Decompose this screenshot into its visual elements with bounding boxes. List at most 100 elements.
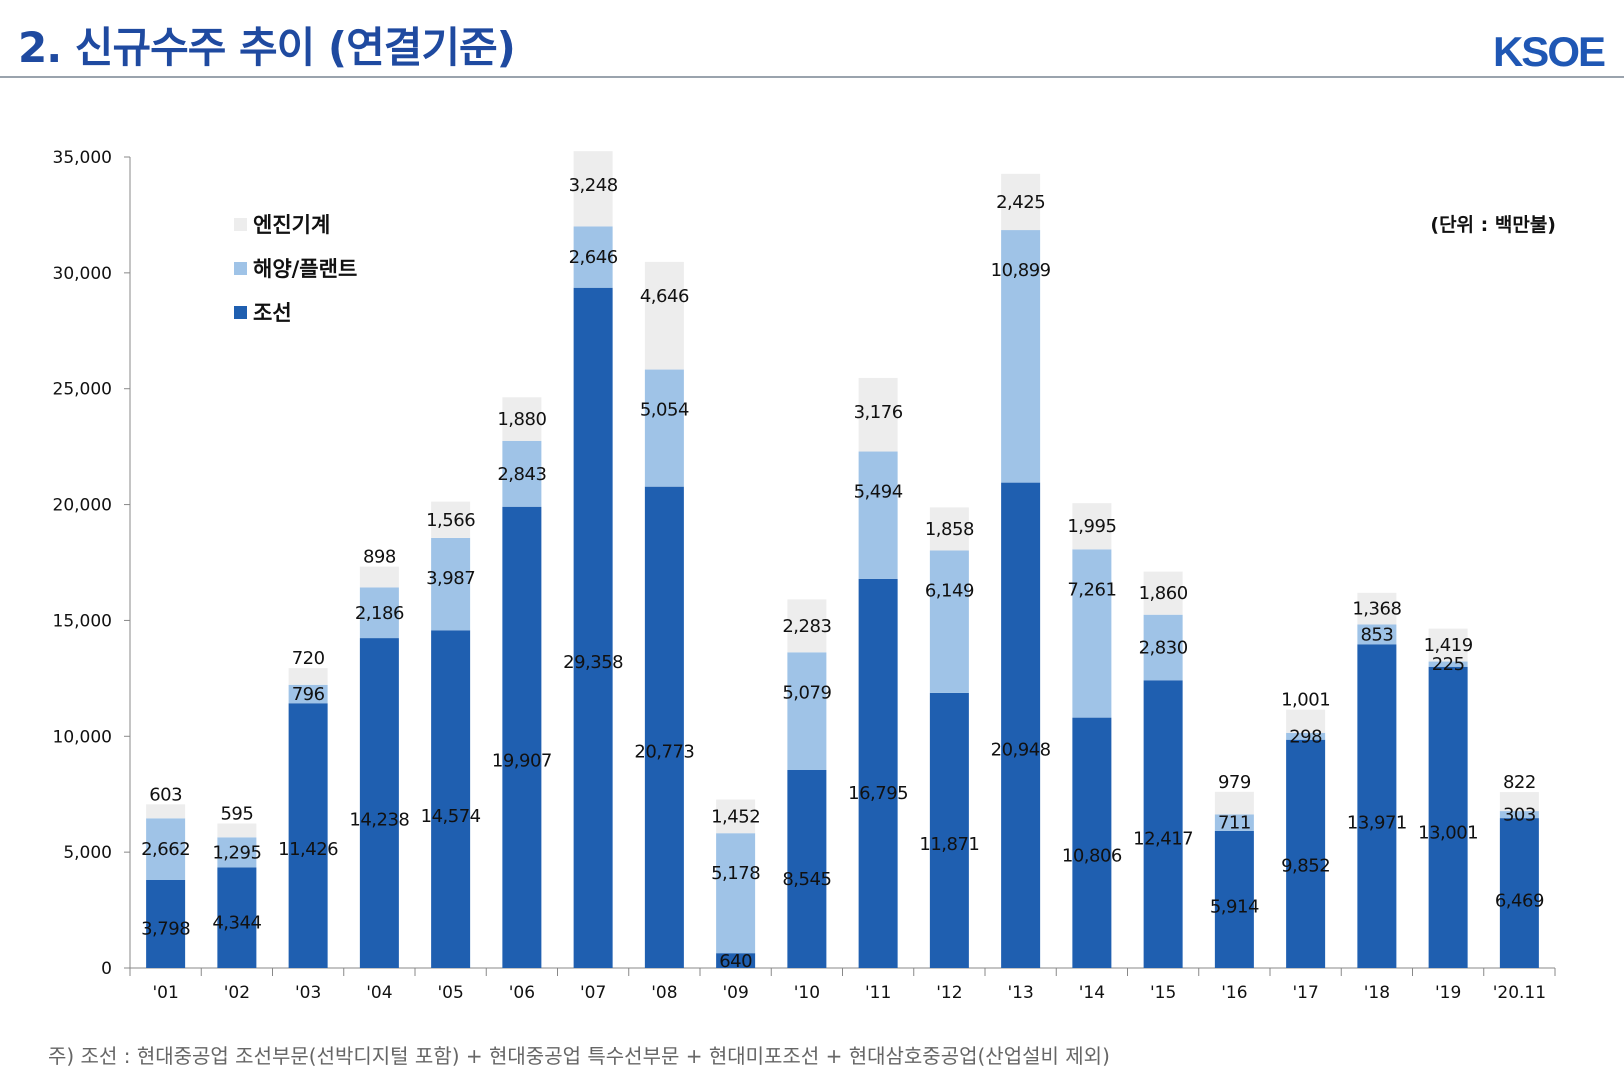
bar-offshore (502, 440, 542, 507)
bar-shipbuilding (929, 692, 969, 968)
value-label-shipbuilding: 14,238 (349, 810, 409, 831)
x-tick-label: '04 (366, 983, 392, 1003)
bar-offshore (1357, 624, 1397, 645)
value-label-offshore: 6,149 (925, 580, 974, 601)
bar-shipbuilding (359, 638, 399, 968)
x-tick-label: '15 (1150, 983, 1176, 1003)
x-tick-label: '02 (224, 983, 250, 1003)
x-tick-label: '09 (722, 983, 748, 1003)
value-label-shipbuilding: 3,798 (141, 918, 190, 939)
bar-engine (787, 599, 827, 653)
value-label-shipbuilding: 9,852 (1281, 855, 1330, 876)
bar-engine (1143, 571, 1183, 615)
value-label-engine: 898 (363, 547, 396, 568)
header-divider (0, 76, 1624, 78)
value-label-shipbuilding: 11,426 (278, 839, 338, 860)
bar-engine (1428, 628, 1468, 662)
x-tick-label: '03 (295, 983, 321, 1003)
bar-shipbuilding (1001, 482, 1041, 968)
x-tick-label: '14 (1079, 983, 1105, 1003)
value-label-offshore: 225 (1432, 654, 1465, 675)
value-label-shipbuilding: 8,545 (782, 869, 831, 890)
value-label-shipbuilding: 5,914 (1210, 896, 1259, 917)
value-label-offshore: 10,899 (991, 260, 1051, 281)
y-tick-label: 30,000 (53, 264, 112, 284)
value-label-offshore: 2,646 (569, 247, 618, 268)
bar-shipbuilding (288, 703, 328, 968)
bar-engine (858, 377, 898, 452)
bar-offshore (146, 818, 186, 880)
bar-offshore (217, 837, 257, 868)
value-label-engine: 1,566 (426, 510, 475, 531)
value-label-shipbuilding: 20,773 (634, 741, 694, 762)
bar-shipbuilding (858, 578, 898, 968)
y-tick-label: 5,000 (63, 843, 112, 863)
value-label-engine: 720 (292, 648, 325, 669)
value-label-offshore: 3,987 (426, 568, 475, 589)
value-label-offshore: 5,054 (640, 400, 689, 421)
chart-legend: 엔진기계 해양/플랜트 조선 (234, 202, 357, 334)
bar-shipbuilding (146, 879, 186, 968)
x-tick-label: '17 (1292, 983, 1318, 1003)
bar-engine (573, 151, 613, 227)
legend-label-engine: 엔진기계 (253, 213, 331, 237)
value-label-offshore: 2,830 (1139, 637, 1188, 658)
bar-shipbuilding (644, 486, 684, 968)
value-label-shipbuilding: 13,001 (1418, 822, 1478, 843)
value-label-engine: 1,001 (1281, 690, 1330, 711)
bar-shipbuilding (1428, 666, 1468, 968)
value-label-engine: 1,368 (1352, 599, 1401, 620)
bar-offshore (431, 537, 471, 631)
value-label-offshore: 711 (1218, 813, 1251, 834)
value-label-engine: 1,880 (497, 409, 546, 430)
x-tick-label: '11 (865, 983, 891, 1003)
bar-engine (1499, 792, 1539, 812)
value-label-shipbuilding: 19,907 (492, 750, 552, 771)
value-label-engine: 979 (1218, 772, 1251, 793)
y-tick-label: 15,000 (53, 611, 112, 631)
value-label-engine: 4,646 (640, 286, 689, 307)
bar-shipbuilding (431, 630, 471, 968)
legend-swatch-offshore (234, 261, 247, 275)
value-label-offshore: 796 (292, 684, 325, 705)
value-label-engine: 1,419 (1424, 635, 1473, 656)
value-label-offshore: 298 (1289, 726, 1322, 747)
value-label-offshore: 853 (1360, 624, 1393, 645)
value-label-shipbuilding: 6,469 (1495, 891, 1544, 912)
bar-engine (359, 566, 399, 588)
bar-offshore (1286, 732, 1326, 740)
value-label-offshore: 5,079 (782, 682, 831, 703)
bar-offshore (644, 369, 684, 487)
value-label-offshore: 2,186 (355, 603, 404, 624)
x-tick-label: '07 (580, 983, 606, 1003)
value-label-shipbuilding: 13,971 (1347, 812, 1407, 833)
bar-engine (502, 397, 542, 441)
bar-shipbuilding (1286, 739, 1326, 968)
x-tick-label: '08 (651, 983, 677, 1003)
x-tick-label: '20.11 (1493, 983, 1546, 1003)
x-tick-label: '19 (1435, 983, 1461, 1003)
bar-offshore (1072, 549, 1112, 718)
value-label-engine: 2,425 (996, 192, 1045, 213)
bar-shipbuilding (716, 953, 756, 968)
legend-swatch-shipbuilding (234, 305, 247, 319)
bar-offshore (1214, 814, 1254, 831)
value-label-shipbuilding: 10,806 (1062, 845, 1122, 866)
footnote: 주) 조선 : 현대중공업 조선부문(선박디지털 포함) + 현대중공업 특수선… (48, 1044, 1110, 1068)
bar-engine (1286, 709, 1326, 733)
bar-shipbuilding (1499, 818, 1539, 968)
x-tick-label: '06 (509, 983, 535, 1003)
bar-shipbuilding (1357, 644, 1397, 968)
bar-engine (146, 804, 186, 819)
bar-engine (431, 501, 471, 538)
bar-engine (1001, 173, 1041, 231)
bar-offshore (787, 652, 827, 771)
value-label-offshore: 1,295 (212, 842, 261, 863)
bar-shipbuilding (502, 506, 542, 968)
header: 2. 신규수주 추이 (연결기준) KSOE (0, 0, 1624, 80)
value-label-shipbuilding: 640 (719, 951, 752, 972)
legend-item-offshore: 해양/플랜트 (234, 246, 357, 290)
y-tick-label: 35,000 (53, 148, 112, 168)
bar-offshore (1428, 661, 1468, 667)
